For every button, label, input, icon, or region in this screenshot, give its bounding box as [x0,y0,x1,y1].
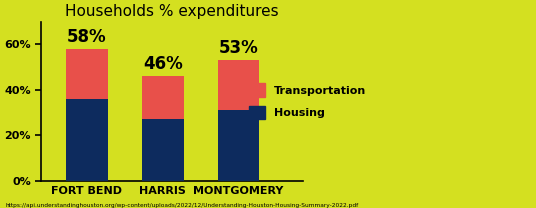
Bar [142,76,183,119]
Bar [142,119,183,181]
Bar [66,99,108,181]
Text: https://api.understandinghouston.org/wp-content/uploads/2022/12/Understanding-Ho: https://api.understandinghouston.org/wp-… [5,203,359,208]
Text: 58%: 58% [67,28,107,46]
Bar [66,49,108,99]
Bar [218,60,259,110]
Text: 53%: 53% [219,39,258,57]
Title: Households % expenditures: Households % expenditures [65,4,279,19]
Text: 46%: 46% [143,55,183,73]
Legend: Transportation, Housing: Transportation, Housing [244,79,371,124]
Bar [218,110,259,181]
